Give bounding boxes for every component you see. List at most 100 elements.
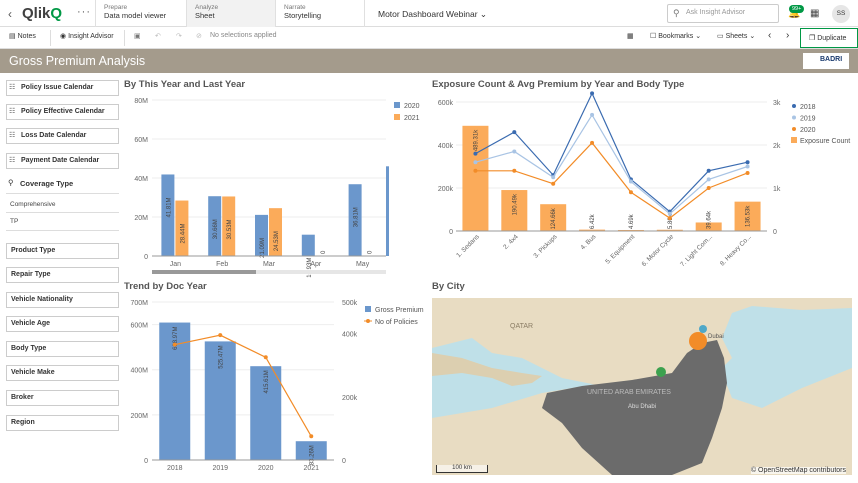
notification-bell-icon[interactable]: 🔔	[788, 8, 801, 19]
filter-region[interactable]: Region	[6, 415, 119, 431]
filter-vehicle-age[interactable]: Vehicle Age	[6, 316, 119, 332]
line-point	[628, 179, 633, 184]
data-label: 608.97M	[173, 327, 179, 350]
data-label: 24.53M	[274, 231, 280, 251]
clear-selections-icon: ⊘	[196, 33, 202, 40]
city-map[interactable]: QATAR UNITED ARAB EMIRATES Abu Dhabi Dub…	[432, 298, 852, 475]
data-label: 525.47M	[218, 345, 224, 368]
y-tick-label-left: 700M	[130, 300, 148, 307]
line-point	[473, 160, 478, 165]
duplicate-button[interactable]: ❐ Duplicate	[800, 28, 858, 48]
data-label: 136.53k	[746, 205, 752, 227]
x-tick-label: Mar	[263, 261, 276, 268]
filter-product-type[interactable]: Product Type	[6, 243, 119, 259]
legend-swatch	[394, 102, 400, 108]
filter-broker[interactable]: Broker	[6, 390, 119, 406]
coverage-item-tp[interactable]: TP	[10, 218, 19, 225]
filter-vehicle-make[interactable]: Vehicle Make	[6, 365, 119, 381]
y-tick-label: 60M	[134, 137, 148, 144]
bookmarks-button[interactable]: ☐ Bookmarks ⌄	[650, 33, 702, 40]
line-point	[590, 140, 595, 145]
land-north	[432, 298, 852, 393]
sheets-button[interactable]: ▭ Sheets ⌄	[717, 33, 756, 40]
map-attribution[interactable]: © OpenStreetMap contributors	[750, 467, 846, 474]
legend-label: Gross Premium	[375, 307, 424, 314]
trend-doc-year-chart[interactable]: 0 200M 400M 600M 700M 0 200k 400k 500k 608.97M 201…	[124, 292, 424, 478]
bar-gross-premium-2019	[204, 341, 236, 460]
policy-issue-calendar-button[interactable]: ☷ Policy Issue Calendar	[6, 80, 119, 96]
grid-view-icon[interactable]: ▦	[627, 33, 634, 40]
data-label: 489.31k	[473, 129, 479, 151]
selections-status: No selections applied	[210, 32, 277, 39]
calendar-icon: ☷	[9, 108, 16, 115]
legend-label: 2020	[404, 103, 420, 110]
line-point	[512, 130, 517, 135]
tab-analyze[interactable]: Analyze Sheet	[186, 0, 276, 27]
bar-2021-Jan	[175, 200, 189, 256]
x-tick-label: 7. Light Com...	[679, 233, 714, 268]
data-label: 124.66k	[551, 207, 557, 229]
coverage-item-comprehensive[interactable]: Comprehensive	[10, 201, 56, 208]
insight-advisor-button[interactable]: ◉ Insight Advisor	[60, 33, 114, 40]
y-tick-label-left: 600k	[438, 100, 454, 107]
payment-date-calendar-button[interactable]: ☷ Payment Date Calendar	[6, 153, 119, 169]
x-tick-label: 5. Equipment	[604, 233, 636, 265]
city-bubble-abu-dhabi[interactable]	[656, 367, 666, 377]
chevron-down-icon: ⌄	[479, 9, 488, 19]
avatar[interactable]: SS	[832, 5, 850, 23]
bar-2020-May	[348, 184, 362, 256]
previous-sheet-icon[interactable]: ‹	[768, 30, 772, 41]
filter-vehicle-nationality[interactable]: Vehicle Nationality	[6, 292, 119, 308]
apps-grid-icon[interactable]: ▦	[810, 8, 820, 19]
x-tick-label: Feb	[216, 261, 228, 268]
smart-search-icon[interactable]: ▣	[134, 33, 141, 40]
toolbar-divider	[50, 30, 51, 46]
calendar-icon: ☷	[9, 132, 16, 139]
data-label: 21.09M	[260, 238, 266, 258]
bar-exposure-6. Motor Cycle	[656, 229, 683, 231]
notes-icon: ▤	[9, 33, 16, 40]
data-label: 4.69k	[629, 213, 635, 229]
x-tick-label: 3. Pickups	[532, 233, 559, 260]
exposure-premium-chart[interactable]: 0 200k 400k 600k 0 1k 2k 3k 489.31k 1. Sedans 190.…	[432, 90, 852, 270]
city-bubble-sharjah[interactable]	[699, 325, 707, 333]
scrollbar-thumb[interactable]	[152, 270, 256, 274]
tab-narrate[interactable]: Narrate Storytelling	[275, 0, 365, 27]
y-tick-label-left: 600M	[130, 323, 148, 330]
x-tick-label: May	[356, 261, 370, 268]
line-point	[473, 168, 478, 173]
filter-repair-type[interactable]: Repair Type	[6, 267, 119, 283]
legend-label: 2021	[404, 115, 420, 122]
data-label: 5.80k	[668, 213, 674, 229]
bar-2021-Mar	[269, 208, 282, 256]
y-tick-label: 80M	[134, 98, 148, 105]
insight-search-input[interactable]: ⚲ Ask Insight Advisor	[667, 4, 779, 23]
x-tick-label: 2019	[212, 465, 228, 472]
filter-body-type[interactable]: Body Type	[6, 341, 119, 357]
policy-effective-calendar-button[interactable]: ☷ Policy Effective Calendar	[6, 104, 119, 120]
qlik-logo[interactable]: QlikQ	[22, 5, 63, 22]
city-bubble-dubai[interactable]	[689, 332, 707, 350]
coverage-type-filter-title[interactable]: ⚲ Coverage Type	[8, 178, 74, 188]
legend-swatch	[394, 114, 400, 120]
data-label: 0	[321, 250, 327, 254]
bar-2020-Feb	[208, 196, 222, 256]
y-tick-label-left: 400k	[438, 143, 454, 150]
notes-button[interactable]: ▤ Notes	[9, 33, 36, 40]
y-tick-label-right: 0	[342, 458, 346, 465]
app-title-dropdown[interactable]: Motor Dashboard Webinar ⌄	[378, 9, 488, 19]
more-menu-icon[interactable]: ···	[77, 6, 91, 18]
line-series-2019	[475, 113, 748, 215]
top-nav-bar: ‹ QlikQ ··· Prepare Data model viewer Ana…	[0, 0, 858, 27]
line-point	[706, 168, 711, 173]
back-chevron-icon[interactable]: ‹	[8, 7, 12, 21]
tab-prepare[interactable]: Prepare Data model viewer	[95, 0, 187, 27]
y-tick-label: 20M	[134, 215, 148, 222]
data-label: 30.66M	[213, 219, 219, 239]
next-sheet-icon[interactable]: ›	[786, 30, 790, 41]
search-icon: ⚲	[8, 178, 14, 187]
loss-date-calendar-button[interactable]: ☷ Loss Date Calendar	[6, 128, 119, 144]
year-comparison-chart[interactable]: 0 20M 40M 60M 80M 41.81M 28.44M Jan 30.66M 30.53M…	[124, 90, 424, 278]
y-tick-label-right: 3k	[773, 100, 781, 107]
line-point	[706, 186, 711, 190]
